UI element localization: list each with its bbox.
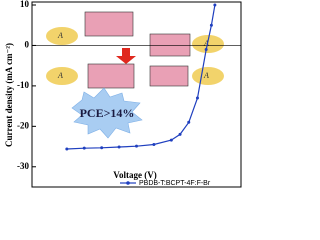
- point: [209, 23, 213, 27]
- point: [82, 146, 86, 150]
- y-tick-label: -10: [17, 80, 29, 90]
- acceptor-unit: [46, 67, 78, 85]
- point: [187, 120, 191, 124]
- molecule-label: A: [57, 71, 63, 80]
- y-tick-label: 0: [25, 40, 30, 50]
- molecule-label: A: [203, 39, 209, 48]
- point: [100, 146, 104, 150]
- acceptor-unit: [192, 35, 224, 53]
- molecule-core: [149, 33, 191, 57]
- y-tick-label: -20: [17, 120, 29, 130]
- acceptor-unit: [46, 27, 78, 45]
- point: [65, 147, 69, 151]
- point: [169, 138, 173, 142]
- point: [178, 132, 182, 136]
- y-tick-label: -30: [17, 161, 29, 171]
- point: [117, 145, 121, 149]
- plot-frame: [31, 1, 242, 188]
- acceptor-unit: [192, 67, 224, 85]
- molecule-core: [149, 65, 189, 87]
- x-axis-label: Voltage (V): [113, 170, 156, 180]
- annotation: PCE>14%: [80, 106, 135, 120]
- arrow: [116, 48, 136, 64]
- point: [204, 47, 208, 51]
- annotation-burst: [71, 87, 143, 139]
- molecule-core: [87, 63, 135, 89]
- legend-label: PBDB-T:BCPT-4F:F-Br: [139, 180, 211, 187]
- molecule: A A A A: [46, 11, 224, 89]
- legend-marker: [126, 181, 130, 185]
- point: [213, 3, 217, 7]
- molecule-label: A: [57, 31, 63, 40]
- chart: Current density (mA cm⁻²) Voltage (V) A …: [4, 0, 242, 188]
- molecule-core: [84, 11, 134, 37]
- point: [152, 143, 156, 147]
- point: [195, 96, 199, 100]
- molecule-label: A: [203, 71, 209, 80]
- point: [135, 144, 138, 148]
- y-tick-label: 10: [20, 0, 30, 9]
- y-axis-label: Current density (mA cm⁻²): [4, 43, 14, 147]
